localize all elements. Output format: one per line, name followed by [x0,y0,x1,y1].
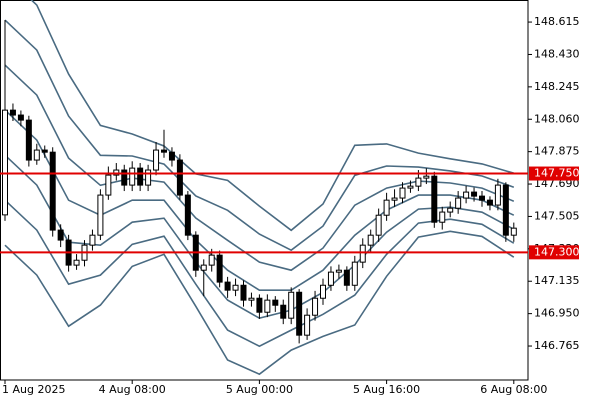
candle-body [161,149,167,153]
axes: 148.615148.430148.245148.060147.875147.6… [2,15,580,396]
plot-frame [0,0,529,381]
band-line [4,19,515,252]
candle-body [375,214,382,236]
candle-body [280,304,287,319]
candle-body [41,149,48,153]
band-line [4,230,515,376]
candle-body [232,284,239,291]
x-tick-label: 4 Aug 08:00 [99,383,166,396]
candle-body [502,184,509,236]
candle-body [25,119,32,161]
candle-body [320,284,326,299]
y-tick-label: 147.875 [534,145,580,158]
candle-body [248,297,255,301]
candles [2,19,517,344]
levels: 147.750 147.300 [0,166,580,260]
candle-body [335,269,342,273]
candle-body [200,264,207,271]
candle-body [367,234,374,246]
candle-body [2,109,8,216]
candle-body [423,175,430,179]
candle-body [168,151,175,161]
candle-body [479,195,485,201]
candle-body [256,297,263,313]
candle-body [486,199,493,206]
candle-body [121,169,128,186]
candle-body [288,291,295,319]
candle-body [383,199,390,216]
candle-body [304,314,311,336]
candle-body [97,194,104,236]
level-label: 147.750 [534,167,580,180]
candle-body [129,167,136,186]
candle-body [463,191,470,199]
x-tick-label: 5 Aug 00:00 [226,383,293,396]
candle-body [9,109,16,116]
candle-body [439,211,446,223]
level-label-box [529,166,579,181]
band-line [4,64,515,272]
y-tick-label: 148.060 [534,112,580,125]
candle-body [471,191,478,197]
level-label: 147.300 [534,245,580,258]
candle-body [224,281,231,291]
candle-body [33,149,40,161]
x-tick-label: 5 Aug 16:00 [353,383,420,396]
candle-body [455,197,462,209]
candle-body [137,167,144,186]
candle-body [264,299,271,313]
candle-body [176,159,183,196]
band-line [4,109,515,291]
candle-body [240,284,247,301]
band-line [4,199,515,348]
y-tick-label: 146.950 [534,307,580,320]
candle-body [145,169,152,186]
candle-body [153,149,160,171]
candle-body [184,194,191,236]
candle-body [49,151,56,231]
candle-body [216,254,223,283]
candle-body [89,234,96,246]
candle-body [351,261,358,286]
candle-body [105,174,112,196]
candle-body [312,297,319,316]
level-label-box [529,245,579,260]
y-tick-label: 147.135 [534,274,580,287]
candle-body [399,187,406,199]
candle-body [208,254,215,266]
candle-body [494,184,501,206]
y-tick-label: 148.430 [534,47,580,60]
x-tick-label: 1 Aug 2025 [2,383,65,396]
candle-body [407,185,414,189]
candle-body [415,177,422,187]
candle-body [510,227,517,236]
band-line [30,0,515,232]
candle-body [17,114,24,121]
y-tick-label: 148.615 [534,15,580,28]
x-tick-label: 6 Aug 08:00 [480,383,547,396]
candle-body [447,207,454,213]
candle-body [73,259,80,266]
candle-body [296,291,303,336]
candle-body [272,299,279,306]
candle-body [431,175,438,223]
candle-body [327,271,334,286]
candle-body [57,229,64,241]
candle-body [343,269,350,286]
candle-body [391,197,398,201]
candle-body [359,244,366,263]
y-tick-label: 147.505 [534,209,580,222]
y-tick-label: 146.765 [534,339,580,352]
y-tick-label: 148.245 [534,80,580,93]
